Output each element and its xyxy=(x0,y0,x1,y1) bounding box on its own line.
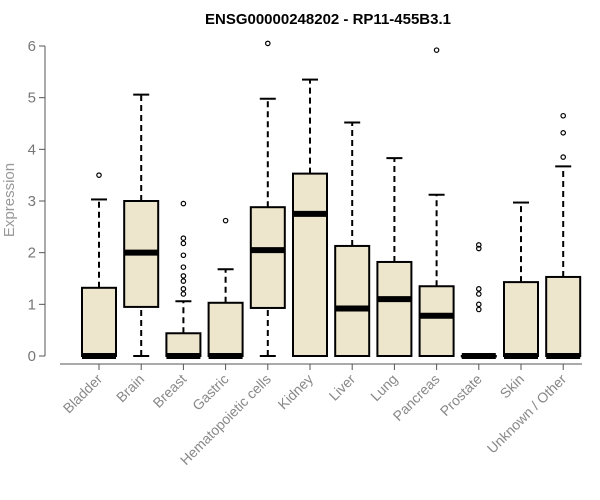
y-axis-label: Expression xyxy=(1,163,18,237)
x-tick-label: Brain xyxy=(113,371,147,405)
outlier-point xyxy=(180,200,187,207)
box xyxy=(207,301,244,357)
outlier-point xyxy=(475,306,482,313)
outlier-point xyxy=(180,291,187,297)
outlier-point xyxy=(180,264,187,270)
box-group xyxy=(376,157,413,358)
outlier-point xyxy=(475,291,482,297)
box-group xyxy=(545,112,582,359)
y-tick-label: 5 xyxy=(28,90,36,107)
box-group xyxy=(460,242,497,359)
box xyxy=(545,275,582,358)
y-tick-label: 4 xyxy=(28,141,36,158)
outlier-point xyxy=(180,240,187,247)
box-group xyxy=(123,93,160,357)
box-group xyxy=(165,200,202,359)
y-tick-label: 3 xyxy=(28,193,36,210)
outlier-point xyxy=(560,130,567,136)
chart-title: ENSG00000248202 - RP11-455B3.1 xyxy=(205,11,451,28)
box xyxy=(418,285,455,357)
outlier-point xyxy=(560,154,567,160)
outlier-point xyxy=(180,235,187,242)
box-group xyxy=(81,172,117,359)
y-tick-label: 0 xyxy=(28,348,36,365)
outlier-point xyxy=(222,217,229,224)
x-tick-label: Liver xyxy=(326,371,359,404)
outlier-point xyxy=(180,273,187,279)
box xyxy=(81,286,117,357)
box xyxy=(249,206,286,309)
x-tick-label: Skin xyxy=(497,371,528,402)
box-group xyxy=(418,47,455,357)
outlier-point xyxy=(475,301,482,308)
outlier-point xyxy=(96,172,102,178)
box-group xyxy=(334,121,371,357)
box-group xyxy=(292,78,328,357)
box xyxy=(503,281,539,357)
outlier-point xyxy=(475,245,482,252)
x-tick-label: Unknown / Other xyxy=(484,371,570,457)
box-group xyxy=(249,40,286,357)
outlier-point xyxy=(180,278,187,284)
outlier-point xyxy=(433,47,440,53)
y-tick-label: 2 xyxy=(28,245,36,262)
outlier-point xyxy=(475,242,482,248)
x-tick-label: Breast xyxy=(150,371,190,411)
box xyxy=(376,260,413,358)
box-group xyxy=(207,217,244,359)
y-tick-label: 1 xyxy=(28,296,36,313)
box xyxy=(165,332,202,357)
y-tick-label: 6 xyxy=(28,38,36,55)
outlier-point xyxy=(264,40,271,47)
x-tick-label: Kidney xyxy=(275,371,317,413)
x-tick-label: Bladder xyxy=(60,371,106,417)
box xyxy=(334,244,371,357)
outlier-point xyxy=(475,286,482,292)
outlier-point xyxy=(180,252,187,259)
box-series xyxy=(81,40,582,359)
box-group xyxy=(503,201,539,359)
outlier-point xyxy=(180,286,187,292)
y-axis: 0 1 2 3 4 5 6 xyxy=(28,38,46,365)
outlier-point xyxy=(560,112,567,119)
box xyxy=(292,172,328,357)
x-tick-label: Prostate xyxy=(437,371,485,419)
x-tick-label: Pancreas xyxy=(390,371,443,424)
x-tick-label: Lung xyxy=(367,371,400,404)
